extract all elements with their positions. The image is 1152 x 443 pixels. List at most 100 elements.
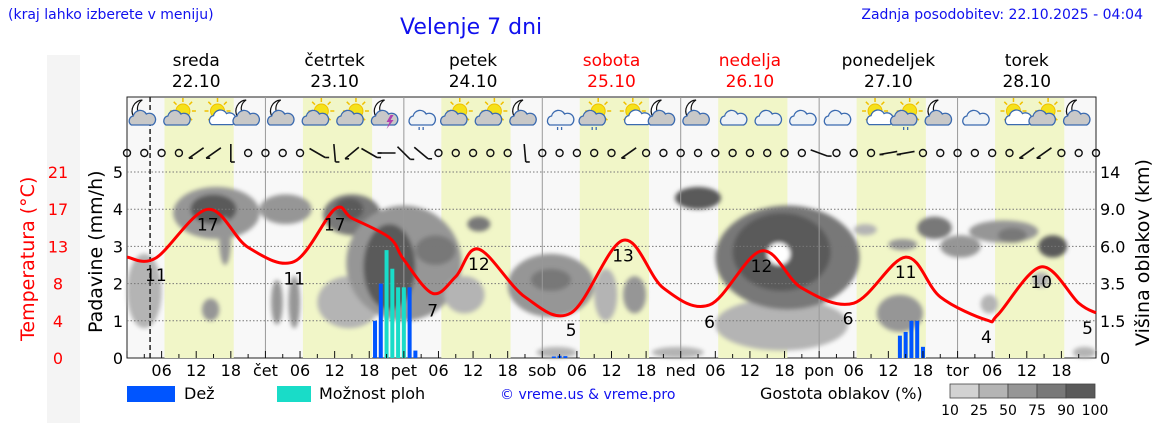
sun-ray	[450, 101, 454, 106]
x-hour-label: 06	[151, 361, 171, 380]
precip-bar-rain	[909, 320, 914, 358]
cloud-height-tick-label: 3.5	[1100, 275, 1125, 294]
temp-max-label: 12	[468, 255, 490, 275]
precip-bar-rain	[407, 287, 412, 358]
clouds-icon	[962, 109, 990, 126]
cloud-shape	[509, 109, 537, 126]
day-date: 24.10	[448, 72, 498, 92]
temp-tick-label: 13	[48, 237, 68, 256]
moon-cloud-icon	[509, 99, 537, 126]
lightning-shape	[386, 115, 394, 129]
x-day-label: čet	[253, 361, 278, 380]
wind-barb-icon	[344, 146, 360, 160]
sun-ray	[327, 101, 332, 106]
x-hour-label: 06	[982, 361, 1002, 380]
temp-min-label: 4	[981, 328, 992, 348]
day-date: 25.10	[587, 72, 636, 92]
x-hour-label: 12	[878, 361, 898, 380]
day-date: 28.10	[1002, 72, 1052, 92]
temp-max-label: 17	[197, 215, 219, 235]
clouds-icon	[719, 109, 748, 126]
sun-ray	[223, 101, 228, 106]
cloud-patch	[715, 298, 848, 351]
wind-barb-icon	[523, 143, 527, 163]
menu-hint[interactable]: (kraj lahko izberete v meniju)	[8, 7, 214, 23]
cloud-height-tick-label: 14	[1100, 163, 1120, 182]
density-swatch	[949, 383, 980, 399]
sun-cloud-icon	[301, 98, 335, 126]
cloud-shape	[474, 109, 503, 126]
calm-wind-icon	[122, 148, 132, 158]
clouds-icon	[823, 109, 852, 126]
precip-bar-storm	[384, 250, 389, 358]
cloud-patch	[1032, 272, 1050, 288]
temp-max-label: 10	[1030, 273, 1052, 293]
sun-cloud-icon	[474, 98, 508, 126]
precip-tick-label: 0	[113, 349, 123, 368]
moon-cloud-icon	[128, 99, 157, 126]
sun-ray	[207, 101, 212, 106]
sun-ray	[188, 101, 193, 106]
cloud-rain-icon	[546, 109, 575, 130]
temp-max-label: 12	[751, 257, 773, 277]
calm-wind-icon	[918, 148, 928, 158]
x-hour-label: 12	[740, 361, 760, 380]
cloud-patch	[201, 298, 220, 321]
density-tick-label: 90	[1057, 403, 1075, 419]
sun-ray	[865, 101, 870, 106]
cloud-shape	[232, 109, 260, 126]
precip-bar-rain	[915, 320, 920, 358]
sun-ray	[1038, 101, 1043, 106]
credit-link[interactable]: © vreme.us & vreme.pro	[500, 387, 676, 403]
sun-ray	[465, 101, 470, 106]
precip-bar-rain	[903, 331, 908, 358]
temp-min-label: 5	[566, 321, 577, 341]
calm-wind-icon	[607, 148, 616, 158]
moon-cloud-icon	[232, 99, 260, 126]
calm-wind-icon	[953, 148, 962, 158]
temp-min-label: 5	[1082, 319, 1093, 339]
x-hour-label: 12	[324, 361, 344, 380]
temp-tick-label: 0	[53, 349, 63, 368]
calm-wind-icon	[1005, 148, 1014, 158]
day-name: sreda	[172, 51, 220, 71]
wind-barb-icon	[309, 147, 326, 159]
sun-ray	[588, 101, 593, 106]
temp-tick-label: 17	[48, 200, 68, 219]
cloud-patch	[536, 346, 577, 359]
calm-wind-icon	[434, 148, 443, 158]
cloud-shape	[647, 109, 676, 126]
day-date: 23.10	[310, 72, 359, 92]
cloud-shape	[578, 109, 607, 126]
calm-wind-icon	[780, 148, 789, 158]
cloud-rain-icon	[408, 109, 437, 130]
sun-ray	[1019, 101, 1024, 106]
x-hour-label: 12	[463, 361, 483, 380]
precip-bar-rain	[563, 356, 568, 358]
sun-cloud-icon	[336, 98, 369, 126]
day-name: petek	[448, 51, 498, 71]
clouds-icon	[754, 109, 783, 126]
sun-ray	[899, 101, 904, 106]
calm-wind-icon	[468, 148, 478, 158]
cloud-shape	[1028, 109, 1056, 126]
calm-wind-icon	[451, 148, 460, 158]
x-hour-label: 18	[1051, 361, 1071, 380]
cloud-shape	[266, 109, 295, 126]
calm-wind-icon	[261, 148, 270, 158]
moon-cloud-icon	[266, 99, 295, 126]
moon-cloud-icon	[1062, 99, 1091, 126]
cloud-patch	[980, 294, 998, 314]
day-name: torek	[1004, 51, 1049, 71]
x-hour-label: 06	[428, 361, 448, 380]
sun-small-cloud-icon	[1000, 98, 1033, 126]
temp-min-label: 7	[427, 301, 438, 321]
x-hour-label: 18	[221, 361, 241, 380]
cloud-shape	[823, 109, 852, 126]
wind-barb-icon	[361, 147, 378, 159]
calm-wind-icon	[987, 148, 997, 158]
sun-ray	[173, 101, 178, 106]
calm-wind-icon	[970, 148, 980, 158]
temp-max-label: 17	[324, 215, 346, 235]
calm-wind-icon	[295, 148, 305, 158]
